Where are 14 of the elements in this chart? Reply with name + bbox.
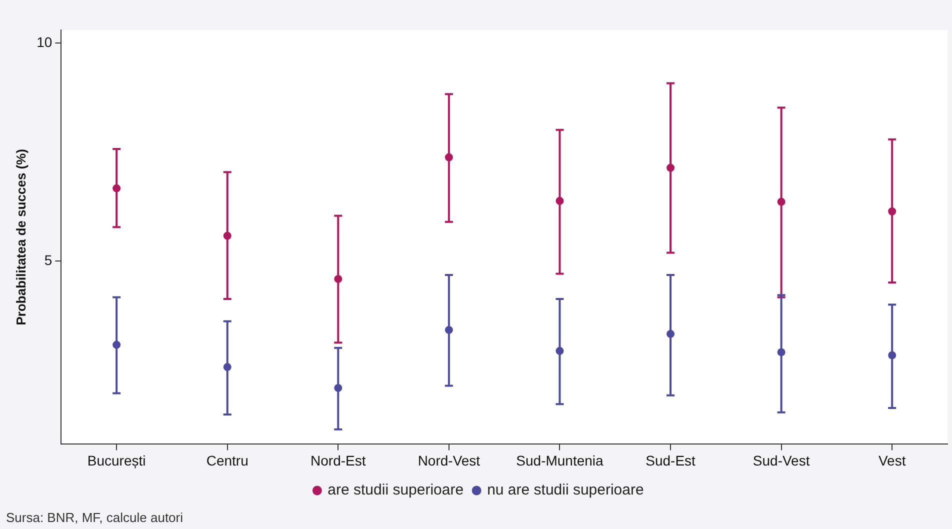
x-tick-label: Sud-Vest — [752, 452, 810, 468]
x-tick-label: București — [87, 452, 146, 468]
y-tick-label: 5 — [44, 252, 52, 268]
x-tick-label: Vest — [878, 452, 906, 468]
x-tick-label: Centru — [206, 452, 248, 468]
x-tick-label: Sud-Muntenia — [516, 452, 604, 468]
text: Sursa: BNR, MF, calcule autori — [6, 510, 184, 525]
x-tick-label: Sud-Est — [646, 452, 696, 468]
x-tick-label: Nord-Vest — [418, 452, 480, 468]
y-axis-title: Probabilitatea de succes (%) — [13, 148, 28, 326]
legend-label: are studii superioare — [328, 482, 464, 499]
legend-label: nu are studii superioare — [487, 482, 644, 499]
x-tick-label: Nord-Est — [310, 452, 366, 468]
y-tick-label: 10 — [36, 34, 52, 50]
